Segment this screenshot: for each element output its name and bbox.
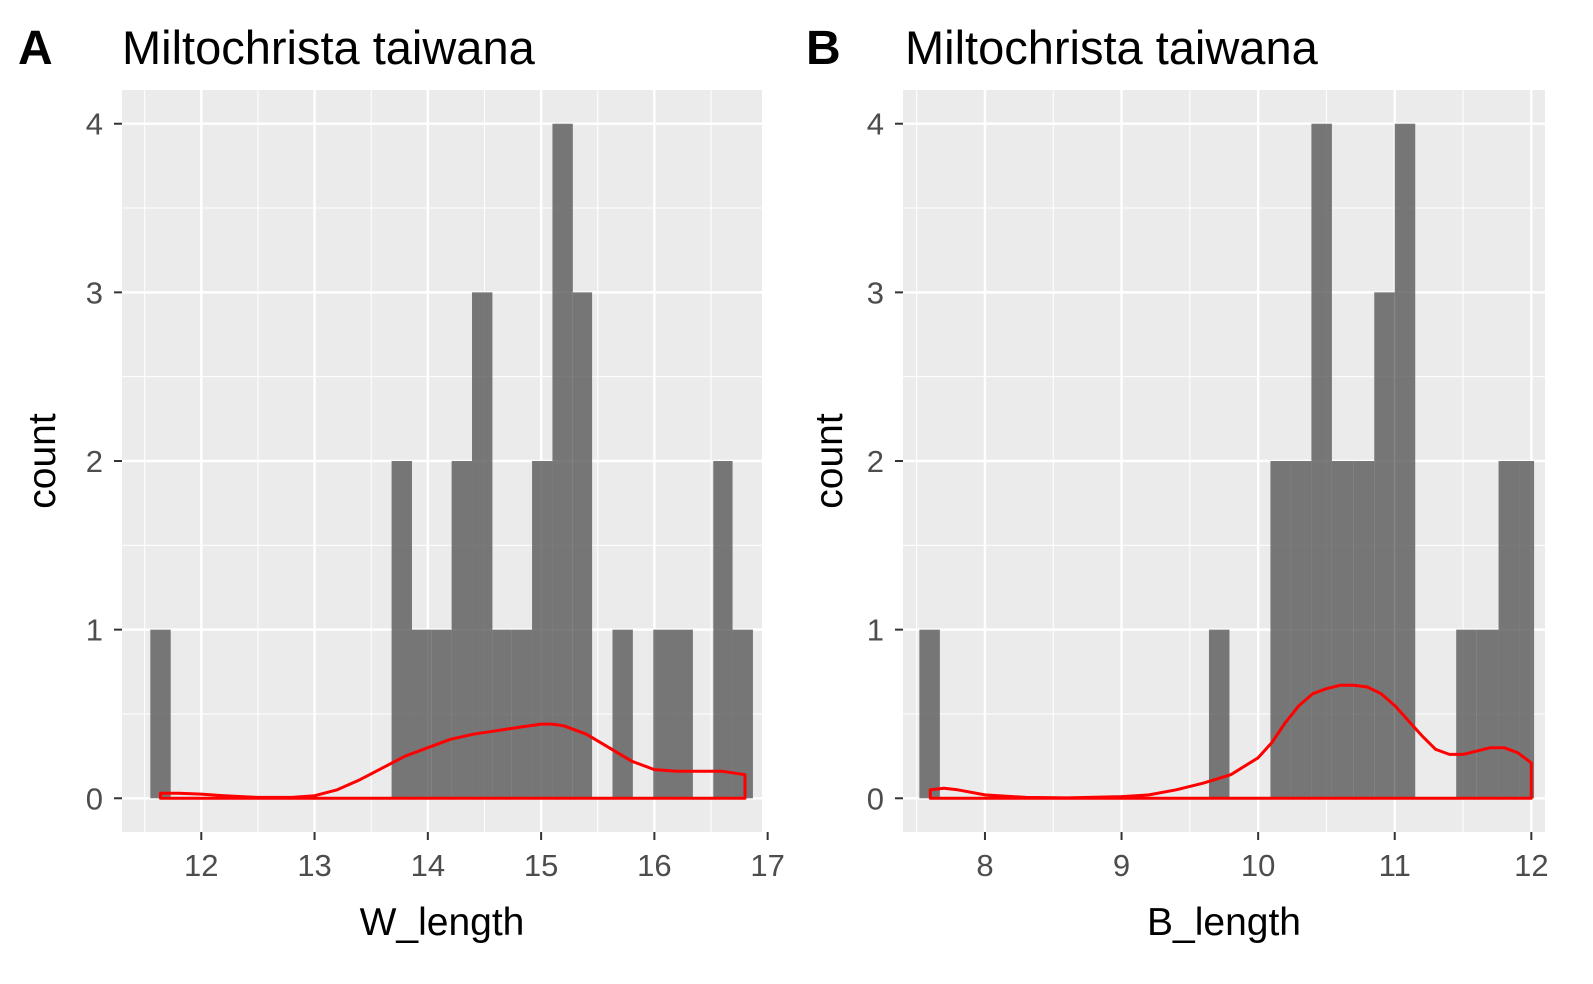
y-tick-label: 1 <box>86 613 103 648</box>
y-tick-label: 3 <box>86 275 103 310</box>
y-tick-label: 2 <box>86 444 103 479</box>
x-tick-label: 13 <box>297 848 331 883</box>
y-tick-label: 3 <box>867 275 884 310</box>
histogram-bar <box>1476 629 1499 799</box>
x-tick-label: 9 <box>1113 848 1130 883</box>
x-tick-label: 15 <box>524 848 558 883</box>
histogram-bar <box>1456 629 1477 799</box>
panel-tag: A <box>18 22 53 75</box>
histogram-bar <box>1498 461 1520 799</box>
histogram-bar <box>1331 461 1354 799</box>
histogram-bar <box>672 629 693 799</box>
histogram-bar <box>391 461 412 799</box>
histogram-bar <box>431 629 452 799</box>
x-axis-title: B_length <box>1147 901 1301 944</box>
x-tick-label: 14 <box>411 848 445 883</box>
histogram-bar <box>732 629 753 799</box>
histogram-bar <box>572 292 593 799</box>
histogram-bar <box>1208 629 1230 799</box>
histogram-bar <box>1394 123 1416 799</box>
histogram-bar <box>612 629 633 799</box>
y-tick-label: 0 <box>86 781 103 816</box>
x-tick-label: 10 <box>1241 848 1275 883</box>
histogram-bar <box>1311 123 1332 799</box>
chart-title: Miltochrista taiwana <box>122 21 536 74</box>
y-tick-label: 2 <box>867 444 884 479</box>
y-tick-label: 4 <box>867 107 884 142</box>
x-tick-label: 8 <box>976 848 993 883</box>
histogram-bar <box>1374 292 1395 799</box>
histogram-bar <box>472 292 493 799</box>
chart-title: Miltochrista taiwana <box>905 21 1319 74</box>
density-curve <box>928 683 1533 800</box>
histogram-bar <box>653 629 673 799</box>
panel-tag: B <box>806 22 841 75</box>
density-curve <box>159 722 747 800</box>
x-tick-label: 12 <box>1514 848 1548 883</box>
x-tick-label: 17 <box>750 848 784 883</box>
histogram-bar <box>411 629 432 799</box>
histogram-bar <box>150 629 171 799</box>
y-tick-label: 1 <box>867 613 884 648</box>
y-tick-label: 4 <box>86 107 103 142</box>
y-axis-title: count <box>808 413 851 509</box>
histogram-bar <box>1290 461 1312 799</box>
x-tick-label: 16 <box>637 848 671 883</box>
histogram-bar <box>451 461 473 799</box>
histogram-bar <box>713 461 733 799</box>
histogram-bar <box>1519 461 1535 799</box>
x-axis-title: W_length <box>360 901 525 944</box>
histogram-bar <box>532 461 553 799</box>
histogram-bar <box>492 629 512 799</box>
x-tick-label: 12 <box>184 848 218 883</box>
histogram-bar <box>511 629 533 799</box>
histogram-bar <box>919 629 940 799</box>
y-tick-label: 0 <box>867 781 884 816</box>
x-tick-label: 11 <box>1379 848 1411 883</box>
histogram-bar <box>552 123 573 799</box>
y-axis-title: count <box>21 413 64 509</box>
histogram-bar <box>1270 461 1291 799</box>
histogram-bar <box>1353 461 1375 799</box>
